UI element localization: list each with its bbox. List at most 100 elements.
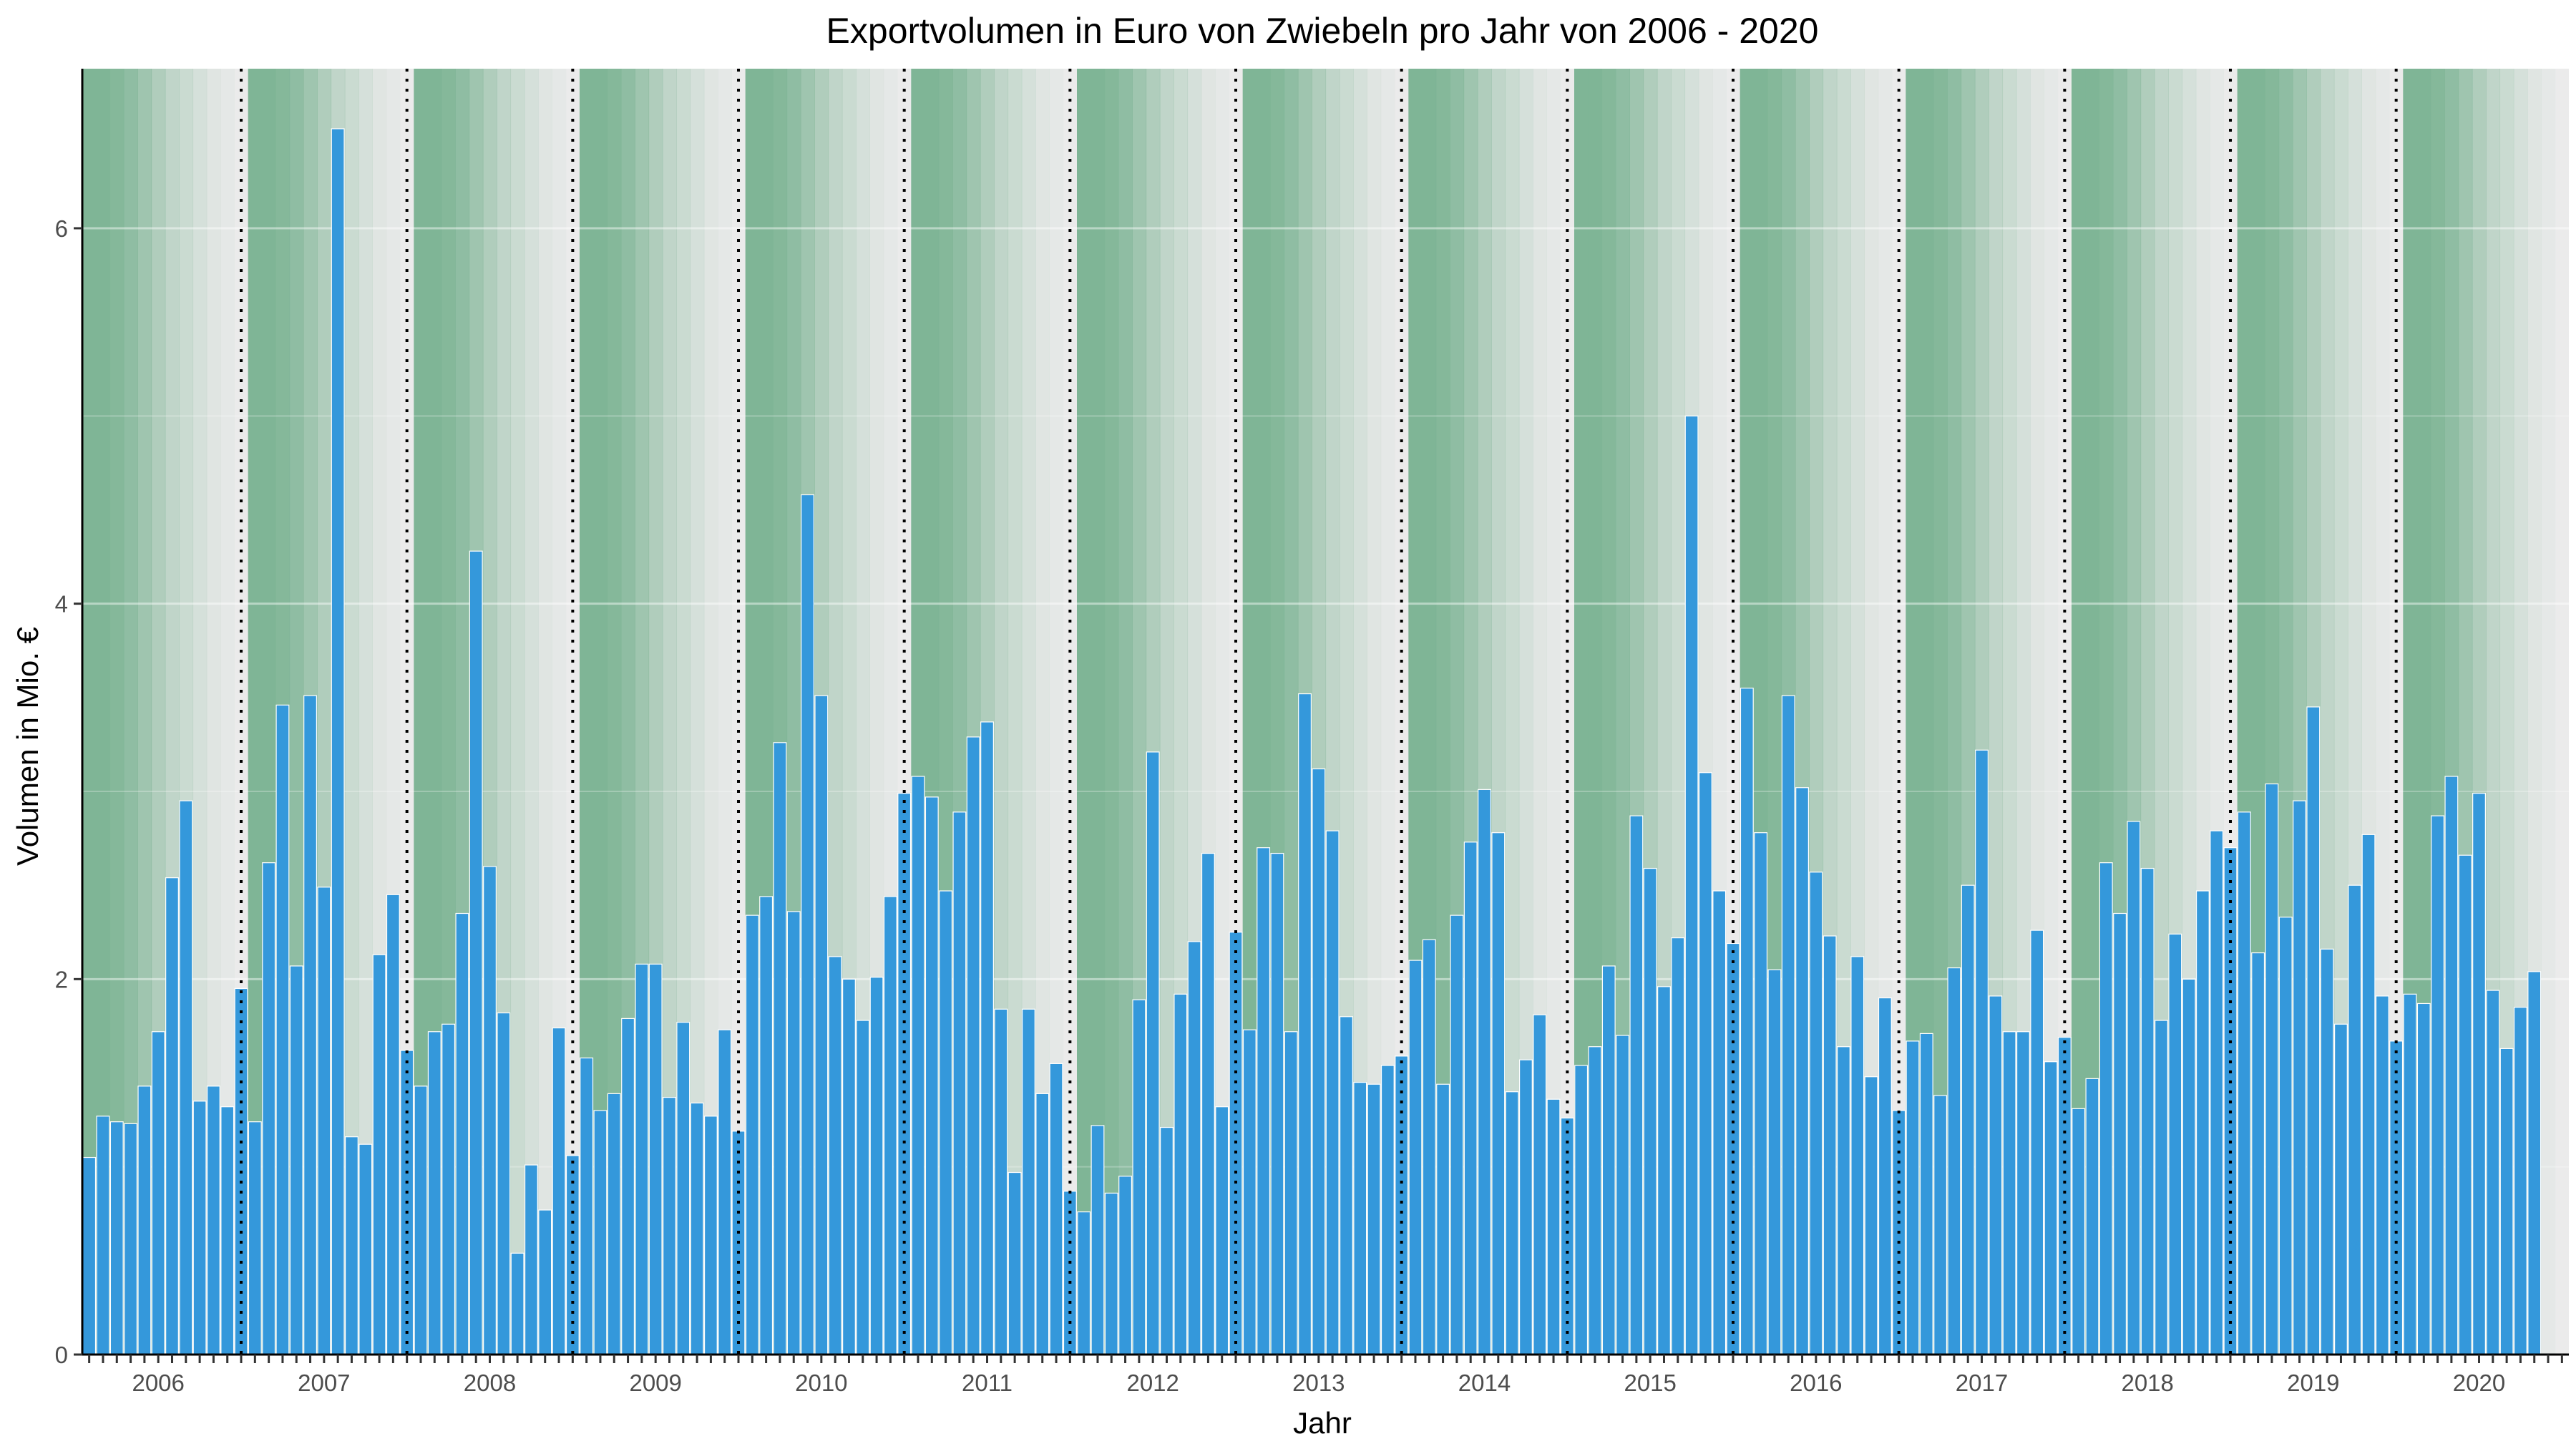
season-band [220,69,235,1355]
bar [1118,1176,1133,1355]
bar [1325,830,1340,1355]
bar [1560,1117,1574,1355]
bar [1035,1093,1050,1355]
bar [1505,1091,1519,1355]
season-band [1380,69,1395,1355]
bar [1201,852,1215,1355]
bar [1864,1076,1878,1355]
x-tick-label: 2014 [1458,1370,1511,1396]
bar [1215,1106,1229,1355]
season-band [607,69,622,1355]
season-band [1353,69,1368,1355]
bar [1919,1033,1933,1355]
bar [2513,1007,2527,1355]
season-band [206,69,221,1355]
bar [1518,1059,1533,1355]
bar [703,1116,718,1355]
chart-title: Exportvolumen in Euro von Zwiebeln pro J… [826,11,1819,51]
bar [1422,939,1436,1355]
season-band [1077,69,1091,1355]
bar [1601,965,1616,1355]
bar [1174,993,1188,1355]
bar [524,1164,538,1355]
bar [1671,937,1685,1355]
bar [2278,917,2293,1355]
bar [1436,1083,1450,1355]
bar [2499,1048,2514,1355]
x-tick-label: 2006 [132,1370,184,1396]
x-tick-label: 2012 [1126,1370,1179,1396]
season-band [358,69,374,1355]
bar [994,1008,1008,1355]
season-band [1864,69,1879,1355]
season-band [1505,69,1520,1355]
x-tick-label: 2016 [1790,1370,1842,1396]
season-band [96,69,111,1355]
bar [2361,834,2376,1355]
season-band [1367,69,1382,1355]
bar [1657,986,1671,1355]
bar [1712,890,1727,1355]
bar [2072,1108,2086,1355]
season-band [2044,69,2059,1355]
bar [939,890,953,1355]
bar [220,1106,235,1355]
bar [1989,995,2003,1355]
bar [483,866,497,1355]
season-band [1091,69,1106,1355]
x-axis-title: Jahr [1293,1406,1352,1440]
bar [372,954,386,1355]
bar [2016,1031,2030,1355]
bar [2320,948,2334,1355]
season-band [1008,69,1023,1355]
bar [1850,956,1865,1355]
bar [1077,1211,1091,1355]
bar [1257,847,1271,1355]
bar [621,1018,635,1355]
bar [869,977,884,1355]
x-tick-label: 2013 [1292,1370,1345,1396]
x-tick-label: 2011 [962,1370,1013,1396]
bar [2099,862,2113,1355]
bar [2416,1002,2431,1355]
y-tick-label: 6 [55,215,68,242]
bar [1767,969,1782,1355]
season-band [1906,69,1921,1355]
bar [2085,1078,2099,1355]
bar [2458,854,2472,1355]
y-tick-label: 0 [55,1342,68,1368]
bar [538,1209,552,1355]
season-band [510,69,525,1355]
bar [165,877,179,1355]
bar [565,1155,580,1355]
bar [924,796,939,1355]
bar [1187,941,1201,1355]
x-tick-label: 2015 [1624,1370,1676,1396]
bar [773,742,787,1355]
bar [303,695,317,1355]
bar [1961,884,1975,1355]
season-band [2541,69,2556,1355]
bar [842,978,856,1355]
bar [1270,852,1284,1355]
season-band [1933,69,1948,1355]
bar [455,912,469,1355]
x-tick-label: 2008 [464,1370,516,1396]
season-band [662,69,677,1355]
bar [1629,815,1644,1355]
grid-lines [82,227,2569,1168]
bar [1588,1046,1602,1355]
season-band [1159,69,1174,1355]
bar [1781,695,1795,1355]
bar [1160,1126,1174,1355]
bar [2486,990,2500,1355]
bar [814,695,829,1355]
season-band [1919,69,1934,1355]
bar [469,550,483,1355]
bar [1091,1125,1105,1355]
bar [552,1027,566,1355]
bar [1450,914,1464,1355]
bar [648,963,663,1355]
bar [897,793,912,1355]
bar [441,1023,456,1355]
